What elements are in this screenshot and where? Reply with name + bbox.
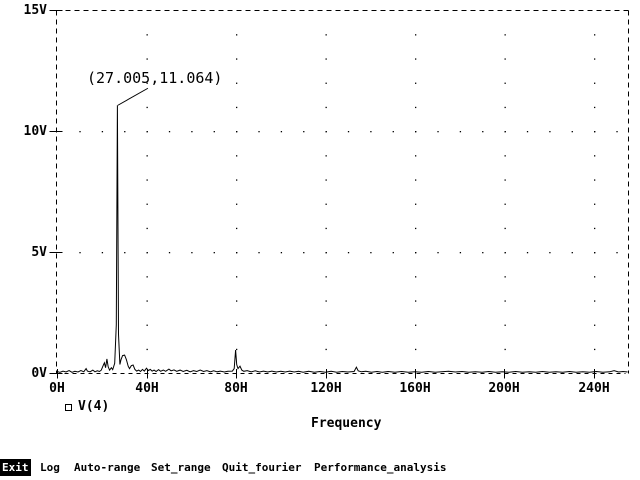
y-tick-label-10V: 10V: [23, 124, 47, 139]
legend-series-label: V(4): [78, 399, 110, 414]
trace-v4: [56, 105, 628, 373]
annotation-leader-line: [117, 87, 149, 106]
plot-border: [56, 10, 629, 374]
peak-annotation: (27.005,11.064): [87, 69, 223, 87]
x-tick-label-0H: 0H: [49, 381, 65, 396]
x-tick-label-240H: 240H: [578, 381, 610, 396]
menu-item-log[interactable]: Log: [40, 461, 60, 474]
x-tick-label-120H: 120H: [310, 381, 342, 396]
y-tick-label-0V: 0V: [31, 366, 47, 381]
menu-item-auto-range[interactable]: Auto-range: [74, 461, 141, 474]
x-tick-label-80H: 80H: [224, 381, 248, 396]
x-tick-label-40H: 40H: [135, 381, 159, 396]
axis-ticks: [49, 10, 595, 379]
x-tick-label-160H: 160H: [399, 381, 431, 396]
legend-square-marker: [65, 404, 72, 411]
y-tick-label-5V: 5V: [31, 245, 47, 260]
menu-bar: Exit Log Auto-range Set_range Quit_fourier Pe…: [0, 459, 640, 478]
menu-item-exit[interactable]: Exit: [0, 459, 31, 476]
menu-item-quit_fourier[interactable]: Quit_fourier: [222, 461, 302, 474]
x-axis-title: Frequency: [311, 416, 382, 431]
grid-dots: [79, 34, 618, 351]
x-tick-label-200H: 200H: [488, 381, 520, 396]
y-tick-label-15V: 15V: [23, 3, 47, 18]
signal-trace: [56, 105, 628, 373]
menu-item-set_range[interactable]: Set_range: [151, 461, 211, 474]
menu-item-performance_analysis[interactable]: Performance_analysis: [314, 461, 447, 474]
